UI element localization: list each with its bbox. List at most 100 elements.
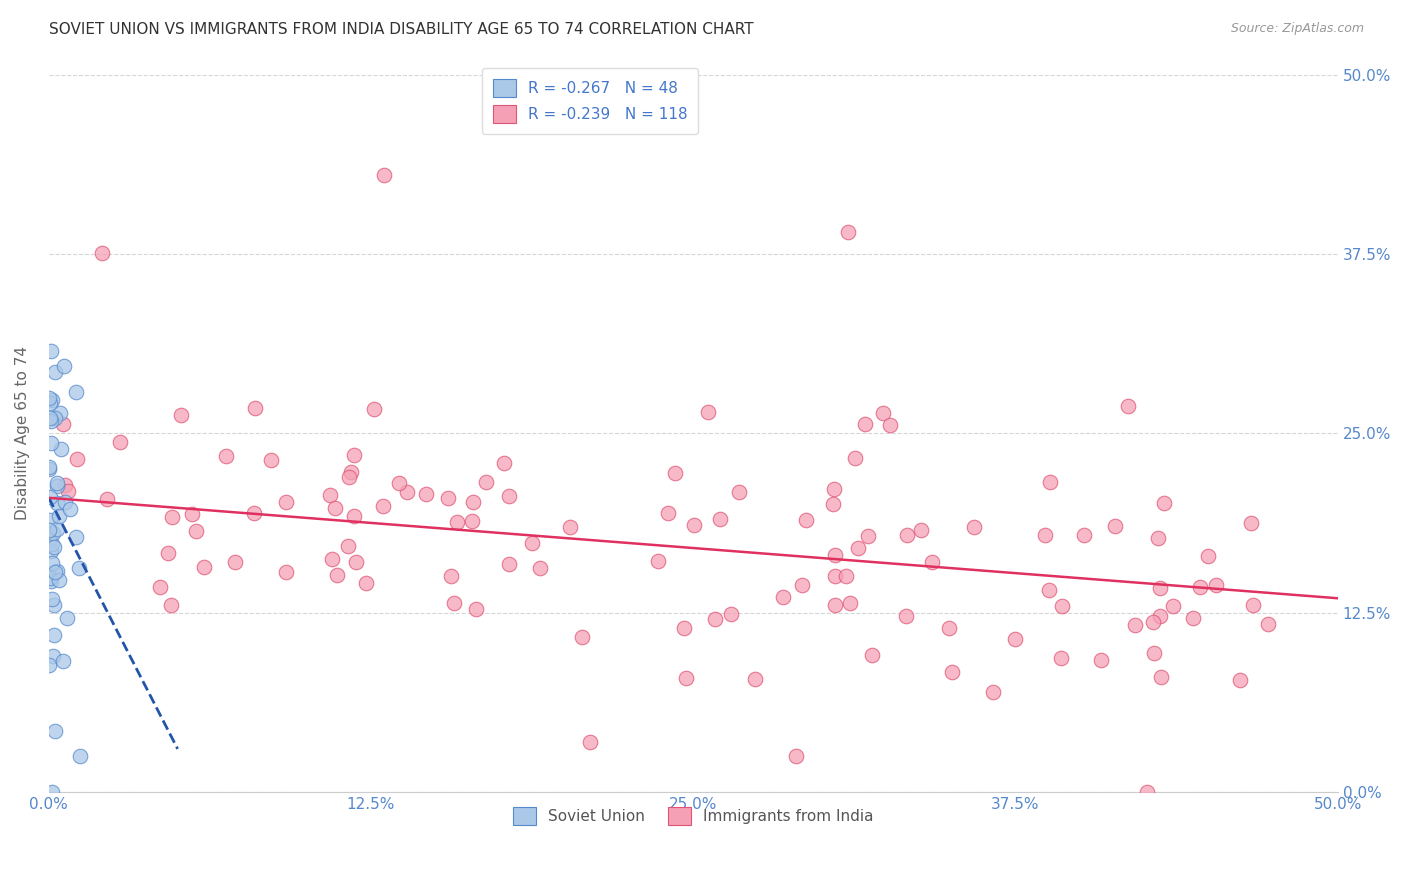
Point [1038, 583, 1060, 598]
Point [193, 560, 215, 574]
Point [675, 671, 697, 685]
Point [38, 411, 60, 425]
Point [1123, 617, 1146, 632]
Point [39, 533, 62, 548]
Point [436, 491, 458, 506]
Point [346, 555, 368, 569]
Point [274, 495, 297, 509]
Point [1050, 651, 1073, 665]
Point [460, 514, 482, 528]
Point [647, 553, 669, 567]
Point [498, 489, 520, 503]
Point [1182, 610, 1205, 624]
Point [823, 482, 845, 496]
Point [38, 658, 60, 673]
Point [704, 612, 727, 626]
Point [69, 749, 91, 764]
Point [53, 494, 76, 508]
Point [39, 513, 62, 527]
Point [318, 488, 340, 502]
Point [475, 475, 498, 489]
Point [1136, 785, 1159, 799]
Point [853, 417, 876, 431]
Point [696, 405, 718, 419]
Point [39, 571, 62, 585]
Point [794, 513, 817, 527]
Point [363, 402, 385, 417]
Point [160, 510, 183, 524]
Point [184, 524, 207, 538]
Point [846, 541, 869, 555]
Point [520, 536, 543, 550]
Point [52, 417, 75, 431]
Point [170, 408, 193, 422]
Point [46, 479, 69, 493]
Point [326, 568, 349, 582]
Point [1188, 580, 1211, 594]
Point [792, 578, 814, 592]
Point [824, 569, 846, 583]
Point [48, 508, 70, 523]
Point [96, 492, 118, 507]
Point [824, 598, 846, 612]
Point [492, 456, 515, 470]
Point [673, 621, 696, 635]
Point [59, 501, 82, 516]
Point [440, 569, 463, 583]
Point [824, 548, 846, 562]
Point [896, 528, 918, 542]
Point [821, 497, 844, 511]
Point [1149, 608, 1171, 623]
Point [395, 485, 418, 500]
Point [354, 576, 377, 591]
Point [443, 596, 465, 610]
Point [108, 434, 131, 449]
Point [1004, 632, 1026, 647]
Point [371, 499, 394, 513]
Point [44, 628, 66, 642]
Point [49, 406, 72, 420]
Point [46, 564, 69, 578]
Point [224, 555, 246, 569]
Point [1149, 581, 1171, 595]
Point [1033, 528, 1056, 542]
Point [343, 509, 366, 524]
Point [1153, 496, 1175, 510]
Point [1104, 518, 1126, 533]
Point [42, 599, 65, 613]
Point [1039, 475, 1062, 489]
Point [856, 528, 879, 542]
Point [1229, 673, 1251, 687]
Point [571, 630, 593, 644]
Point [872, 406, 894, 420]
Point [41, 556, 63, 570]
Point [66, 452, 89, 467]
Point [38, 391, 60, 405]
Point [1116, 399, 1139, 413]
Point [39, 395, 62, 409]
Point [214, 449, 236, 463]
Point [938, 621, 960, 635]
Point [910, 523, 932, 537]
Point [44, 723, 66, 738]
Point [1142, 615, 1164, 629]
Point [46, 495, 69, 509]
Point [744, 672, 766, 686]
Point [42, 541, 65, 555]
Point [48, 573, 70, 587]
Point [1052, 599, 1074, 613]
Point [838, 596, 860, 610]
Point [39, 435, 62, 450]
Point [38, 460, 60, 475]
Text: Source: ZipAtlas.com: Source: ZipAtlas.com [1230, 22, 1364, 36]
Point [67, 561, 90, 575]
Point [664, 467, 686, 481]
Point [1197, 549, 1219, 563]
Point [1257, 617, 1279, 632]
Point [156, 546, 179, 560]
Point [274, 565, 297, 579]
Point [39, 491, 62, 505]
Point [728, 485, 751, 500]
Point [243, 506, 266, 520]
Point [446, 515, 468, 529]
